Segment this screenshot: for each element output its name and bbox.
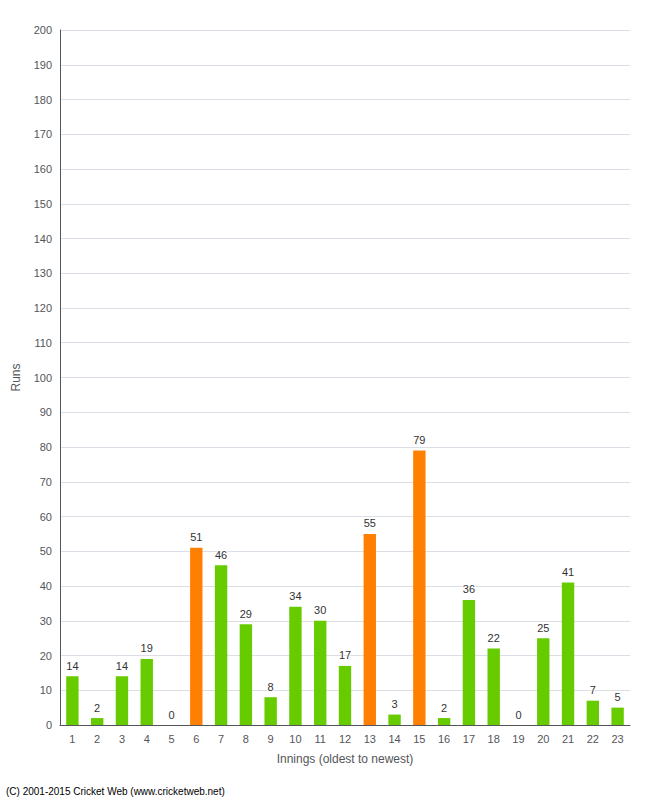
svg-text:19: 19: [141, 642, 153, 654]
svg-text:Innings (oldest to newest): Innings (oldest to newest): [277, 752, 414, 766]
svg-text:160: 160: [34, 163, 52, 175]
svg-text:14: 14: [388, 733, 400, 745]
svg-text:110: 110: [34, 337, 52, 349]
svg-text:13: 13: [364, 733, 376, 745]
svg-text:3: 3: [119, 733, 125, 745]
svg-text:190: 190: [34, 59, 52, 71]
svg-text:10: 10: [289, 733, 301, 745]
svg-text:21: 21: [562, 733, 574, 745]
svg-text:18: 18: [488, 733, 500, 745]
svg-text:8: 8: [268, 681, 274, 693]
svg-text:4: 4: [144, 733, 150, 745]
svg-text:55: 55: [364, 517, 376, 529]
svg-text:17: 17: [463, 733, 475, 745]
svg-text:30: 30: [314, 604, 326, 616]
svg-text:15: 15: [413, 733, 425, 745]
svg-text:29: 29: [240, 608, 252, 620]
svg-text:60: 60: [40, 511, 52, 523]
svg-text:3: 3: [392, 698, 398, 710]
svg-text:23: 23: [611, 733, 623, 745]
svg-text:80: 80: [40, 441, 52, 453]
svg-text:46: 46: [215, 549, 227, 561]
svg-text:140: 140: [34, 233, 52, 245]
svg-text:0: 0: [168, 709, 174, 721]
svg-text:180: 180: [34, 94, 52, 106]
svg-text:200: 200: [34, 24, 52, 36]
svg-text:50: 50: [40, 545, 52, 557]
svg-text:79: 79: [413, 434, 425, 446]
svg-text:16: 16: [438, 733, 450, 745]
svg-text:150: 150: [34, 198, 52, 210]
svg-text:51: 51: [190, 531, 202, 543]
svg-text:22: 22: [488, 632, 500, 644]
svg-text:90: 90: [40, 406, 52, 418]
svg-text:25: 25: [537, 622, 549, 634]
svg-text:0: 0: [46, 719, 52, 731]
svg-text:14: 14: [66, 660, 78, 672]
svg-text:40: 40: [40, 580, 52, 592]
svg-text:5: 5: [615, 691, 621, 703]
svg-text:0: 0: [515, 709, 521, 721]
svg-text:12: 12: [339, 733, 351, 745]
svg-text:7: 7: [590, 684, 596, 696]
svg-text:20: 20: [537, 733, 549, 745]
svg-text:170: 170: [34, 128, 52, 140]
svg-text:19: 19: [512, 733, 524, 745]
svg-text:41: 41: [562, 566, 574, 578]
svg-text:7: 7: [218, 733, 224, 745]
svg-text:9: 9: [268, 733, 274, 745]
svg-text:6: 6: [193, 733, 199, 745]
svg-text:1: 1: [69, 733, 75, 745]
svg-text:20: 20: [40, 650, 52, 662]
svg-text:10: 10: [40, 684, 52, 696]
svg-text:34: 34: [289, 590, 301, 602]
svg-text:(C) 2001-2015 Cricket Web (www: (C) 2001-2015 Cricket Web (www.cricketwe…: [6, 786, 225, 797]
svg-text:8: 8: [243, 733, 249, 745]
svg-text:11: 11: [315, 733, 326, 745]
svg-text:70: 70: [40, 476, 52, 488]
svg-text:5: 5: [168, 733, 174, 745]
svg-text:100: 100: [34, 372, 52, 384]
svg-text:Runs: Runs: [9, 363, 23, 391]
svg-text:2: 2: [94, 702, 100, 714]
svg-text:36: 36: [463, 583, 475, 595]
svg-text:120: 120: [34, 302, 52, 314]
svg-text:130: 130: [34, 267, 52, 279]
svg-text:30: 30: [40, 615, 52, 627]
svg-text:17: 17: [339, 649, 351, 661]
svg-text:14: 14: [116, 660, 128, 672]
svg-text:2: 2: [94, 733, 100, 745]
svg-text:2: 2: [441, 702, 447, 714]
svg-text:22: 22: [587, 733, 599, 745]
